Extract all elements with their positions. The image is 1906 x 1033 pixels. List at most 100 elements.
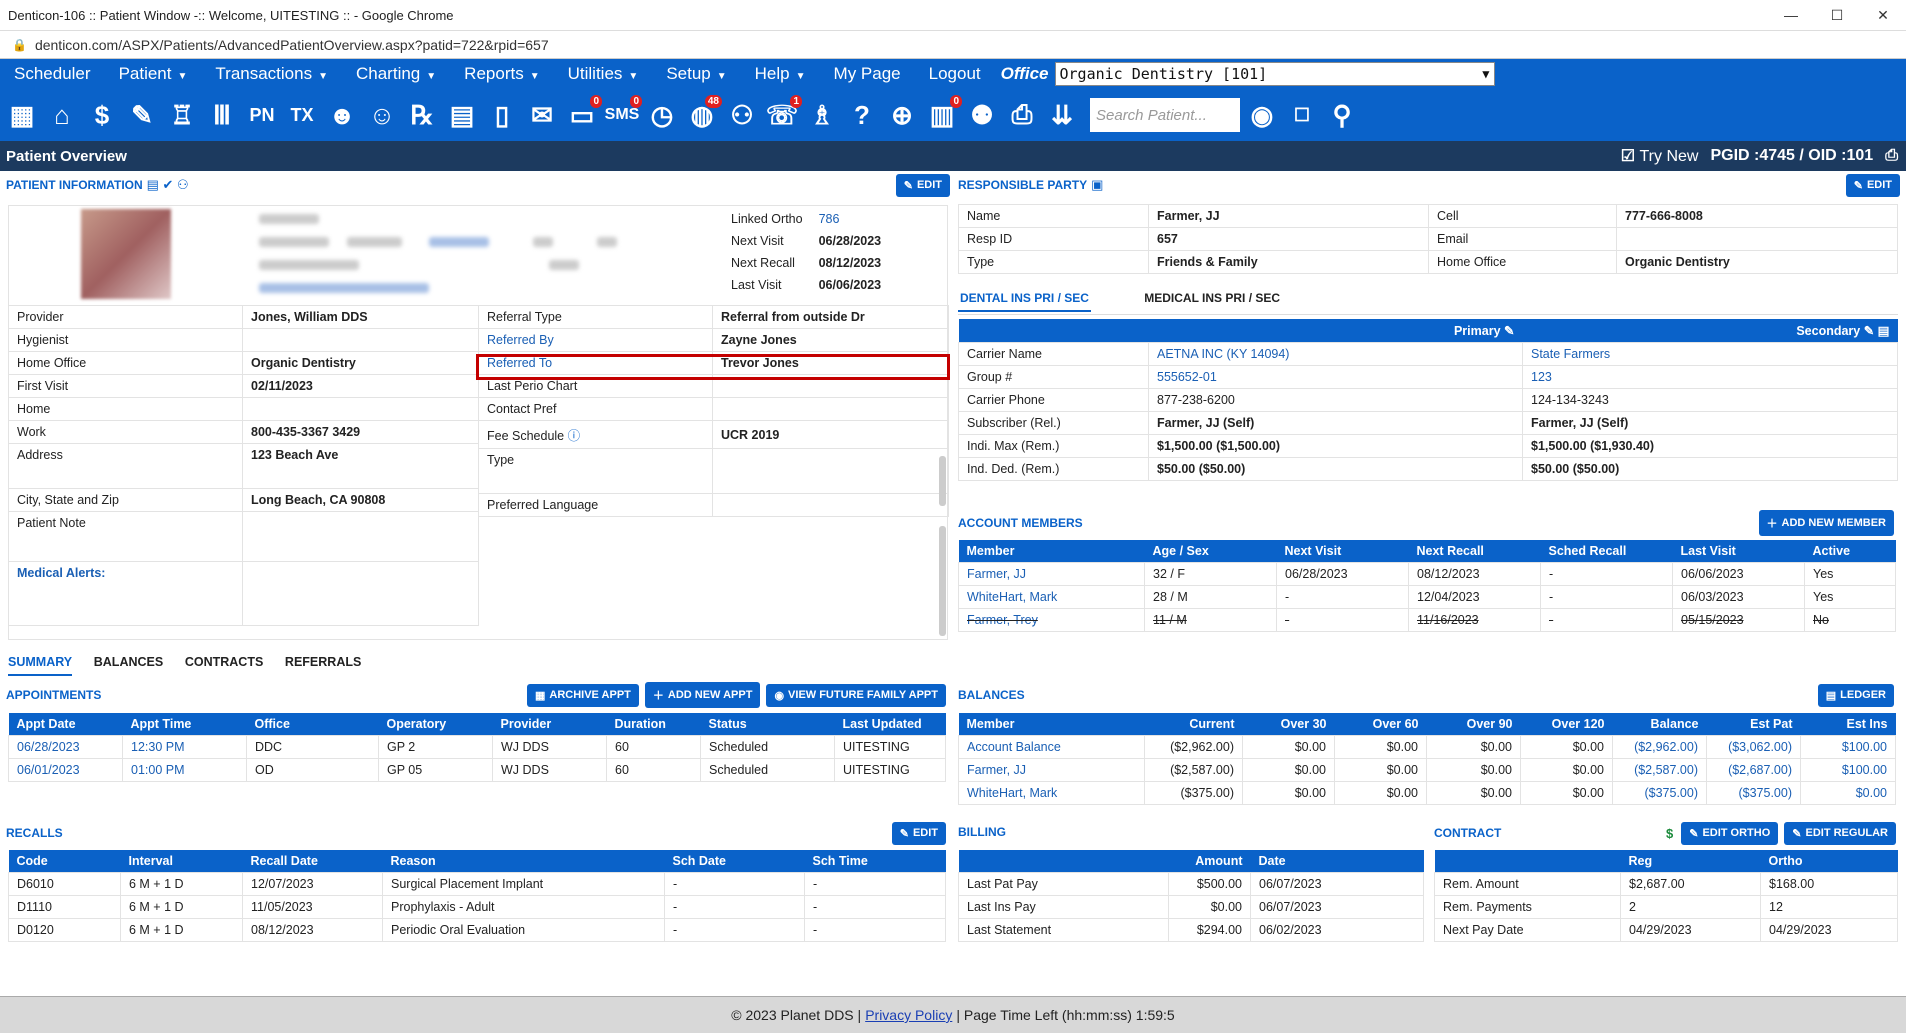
tx-icon[interactable]: TX xyxy=(290,104,314,125)
edit-doc-icon[interactable]: ✎ xyxy=(1504,324,1515,338)
table-row: Account Balance ($2,962.00) $0.00 $0.00 $0.0… xyxy=(958,735,1896,759)
tab-contracts[interactable]: CONTRACTS xyxy=(184,655,264,669)
support-icon[interactable]: ⚇ xyxy=(730,99,754,130)
archive-appt-button[interactable]: ▦ ARCHIVE APPT xyxy=(526,683,639,707)
chevron-down-icon: ▼ xyxy=(795,71,806,82)
print-icon[interactable]: ⎙ xyxy=(1011,99,1033,129)
tooth-chart-icon[interactable]: ♖ xyxy=(170,99,194,130)
referred-by-link[interactable]: Referred By xyxy=(478,328,713,352)
menu-utilities[interactable]: Utilities ▼ xyxy=(567,64,639,83)
patient-search-icon[interactable]: ◉ xyxy=(1250,99,1274,130)
menu-setup[interactable]: Setup ▼ xyxy=(666,64,727,83)
page-title: Patient Overview xyxy=(6,147,127,165)
try-new-toggle[interactable]: ☑ Try New xyxy=(1620,148,1699,165)
menu-scheduler[interactable]: Scheduler xyxy=(14,64,91,83)
mail-icon[interactable]: ✉ xyxy=(531,99,553,130)
table-row: Next Pay Date 04/29/2023 04/29/2023 xyxy=(1434,918,1898,942)
balances-table: Member Current Over 30 Over 60 Over 90 Over 1… xyxy=(958,713,1896,805)
dollar-icon[interactable]: ▣ xyxy=(1091,177,1104,192)
pn-icon[interactable]: PN xyxy=(249,104,275,125)
reminder-icon[interactable]: ☏ 1 xyxy=(764,95,802,135)
advanced-search-icon[interactable]: ⚲ xyxy=(1332,99,1352,130)
menu-my-page[interactable]: My Page xyxy=(833,64,901,83)
table-row: Farmer, JJ 32 / F 06/28/2023 08/12/2023-06/… xyxy=(958,562,1896,586)
notes-icon[interactable]: ▤ xyxy=(449,99,475,130)
tab-dental-ins[interactable]: DENTAL INS PRI / SEC xyxy=(958,291,1091,312)
account-members-table: Member Age / Sex Next Visit Next Recall Sche… xyxy=(958,540,1896,632)
menu-logout[interactable]: Logout xyxy=(928,64,981,83)
tab-balances[interactable]: BALANCES xyxy=(93,655,164,669)
tooth-icon[interactable]: ♗ xyxy=(810,99,834,130)
primary-carrier-link[interactable]: AETNA INC (KY 14094) xyxy=(1148,342,1523,366)
clipboard-icon[interactable]: ▥ 0 xyxy=(924,95,962,135)
tab-summary[interactable]: SUMMARY xyxy=(8,655,73,676)
patient-edit-button[interactable]: ✎ EDIT xyxy=(895,173,950,197)
checkbox-icon[interactable]: ☐ xyxy=(1293,104,1311,125)
print-icon[interactable]: ⎙ xyxy=(1885,147,1898,164)
medical-alerts-link[interactable]: Medical Alerts: xyxy=(8,561,243,626)
chevron-down-icon: ▼ xyxy=(177,71,188,82)
tab-referrals[interactable]: REFERRALS xyxy=(284,655,362,669)
group-icon[interactable]: ⚉ xyxy=(970,99,994,130)
recalls-header-row: RECALLS ✎ EDIT xyxy=(6,821,946,845)
rx-icon[interactable]: ℞ xyxy=(410,99,434,130)
edit-icon[interactable]: ✎ xyxy=(131,99,153,130)
info-icons[interactable]: ▤ ✔ ⚇ xyxy=(146,177,189,192)
add-new-member-button[interactable]: ＋ ADD NEW MEMBER xyxy=(1758,510,1894,536)
patient-info-section: PATIENT INFORMATION ▤ ✔ ⚇ ✎ EDIT xyxy=(6,173,950,197)
web-search-icon[interactable]: ⊕ xyxy=(891,99,913,130)
secondary-carrier-link[interactable]: State Farmers xyxy=(1522,342,1898,366)
table-row: D6010 6 M + 1 D 12/07/2023 Surgical Placeme… xyxy=(8,872,946,896)
chevron-down-icon: ▼ xyxy=(628,71,639,82)
menu-transactions[interactable]: Transactions ▼ xyxy=(215,64,328,83)
address-bar[interactable]: 🔒 denticon.com/ASPX/Patients/AdvancedPat… xyxy=(0,31,1906,59)
dollar-add-icon[interactable]: $ xyxy=(1665,825,1674,841)
globe-icon[interactable]: ◍ 48 xyxy=(684,95,722,135)
url-text[interactable]: denticon.com/ASPX/Patients/AdvancedPatie… xyxy=(34,36,549,53)
add-patient-icon[interactable]: ☻ xyxy=(328,99,356,130)
linked-visits-table: Linked Ortho 786 Next Visit 06/28/2023 Nex… xyxy=(723,208,889,296)
patient-details-right: Referral Type Referral from outside Dr Re… xyxy=(478,305,949,517)
close-icon[interactable]: ✕ xyxy=(1877,6,1889,23)
question-icon[interactable]: ? xyxy=(854,99,870,130)
add-family-icon[interactable]: ☺ xyxy=(368,99,396,130)
maximize-icon[interactable]: ☐ xyxy=(1830,6,1844,23)
calendar-icon[interactable]: ▦ xyxy=(9,99,35,130)
chat-icon[interactable]: ▭ 0 xyxy=(564,95,602,135)
referred-to-highlight xyxy=(476,354,950,380)
clock-icon[interactable]: ◷ xyxy=(650,99,674,130)
balances-header-row: BALANCES ▤ LEDGER xyxy=(958,683,1894,707)
menu-reports[interactable]: Reports ▼ xyxy=(464,64,540,83)
scrollbar[interactable] xyxy=(939,456,946,506)
tab-medical-ins[interactable]: MEDICAL INS PRI / SEC xyxy=(1144,291,1281,305)
document-icon[interactable]: ▯ xyxy=(494,99,510,130)
view-future-family-appt-button[interactable]: ◉ VIEW FUTURE FAMILY APPT xyxy=(766,683,946,707)
edit-doc-icon[interactable]: ✎ ▤ xyxy=(1863,324,1890,338)
menu-patient[interactable]: Patient ▼ xyxy=(118,64,188,83)
office-select[interactable]: Organic Dentistry [101] ▼ xyxy=(1054,62,1495,86)
minimize-icon[interactable]: — xyxy=(1784,6,1798,23)
edit-ortho-button[interactable]: ✎ EDIT ORTHO xyxy=(1681,821,1779,845)
office-label: Office xyxy=(1000,64,1049,83)
download-icon[interactable]: ⇊ xyxy=(1051,99,1073,130)
chevron-down-icon: ▼ xyxy=(318,71,328,82)
responsible-edit-button[interactable]: ✎ EDIT xyxy=(1845,173,1900,197)
home-icon[interactable]: ⌂ xyxy=(54,99,70,130)
scrollbar[interactable] xyxy=(939,526,946,636)
perio-icon[interactable]: Ⅲ xyxy=(213,99,231,130)
chevron-down-icon: ▼ xyxy=(426,71,437,82)
icon-toolbar: ▦ ⌂ $ ✎ ♖ Ⅲ PN TX ☻ ☺ ℞ ▤ ▯ ✉ ▭ 0 SMS 0 ◷ … xyxy=(0,89,1906,141)
ledger-button[interactable]: ▤ LEDGER xyxy=(1817,683,1894,707)
dollar-icon[interactable]: $ xyxy=(94,99,110,130)
linked-ortho-link[interactable]: 786 xyxy=(818,212,840,226)
appointments-table: Appt Date Appt Time Office Operatory Provide… xyxy=(8,713,946,782)
edit-regular-button[interactable]: ✎ EDIT REGULAR xyxy=(1784,821,1896,845)
patient-details-left: Provider Jones, William DDS Hygienist Hom… xyxy=(8,305,479,626)
search-patient-input[interactable]: Search Patient... xyxy=(1090,98,1240,132)
menu-help[interactable]: Help ▼ xyxy=(754,64,806,83)
recalls-edit-button[interactable]: ✎ EDIT xyxy=(891,821,946,845)
sms-icon[interactable]: SMS 0 xyxy=(604,95,642,135)
privacy-policy-link[interactable]: Privacy Policy xyxy=(865,1007,953,1023)
add-new-appt-button[interactable]: ＋ ADD NEW APPT xyxy=(644,682,761,708)
menu-charting[interactable]: Charting ▼ xyxy=(356,64,437,83)
